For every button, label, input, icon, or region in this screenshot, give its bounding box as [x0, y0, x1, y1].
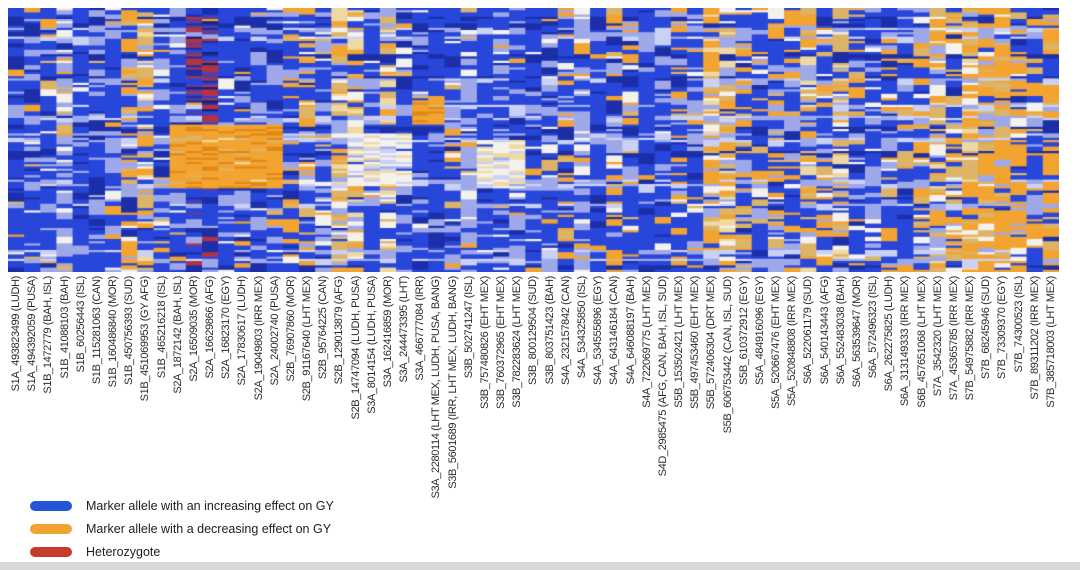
genotype-heatmap	[8, 8, 1059, 272]
marker-label: S3A_162416859 (MOR)	[381, 276, 394, 388]
marker-label: S4A_534555896 (EGY)	[592, 276, 605, 385]
marker-label: S1A_493823499 (LUDH)	[10, 276, 23, 392]
marker-label: S6A_313149333 (IRR MEX)	[899, 276, 912, 407]
marker-label: S7A_45365785 (IRR MEX)	[947, 276, 960, 401]
marker-label: S7B_385718003 (LHT MEX)	[1044, 276, 1057, 408]
marker-label: S5B_572406304 (DRT MEX)	[705, 276, 718, 410]
marker-label: S6A_563539647 (MOR)	[850, 276, 863, 388]
marker-label: S4A_534325850 (ISL)	[576, 276, 588, 379]
legend-swatch-increasing	[30, 501, 72, 511]
marker-label: S7B_89311202 (IRR MEX)	[1028, 276, 1041, 400]
marker-label: S3B_502741247 (ISL)	[462, 276, 475, 379]
legend-item-heterozygote: Heterozygote	[30, 545, 334, 559]
marker-label: S5A_520848808 (IRR MEX)	[786, 276, 799, 407]
marker-label: S7B_74300523 (ISL)	[1012, 276, 1025, 373]
marker-label: S3A_466777084 (IRR)	[414, 276, 427, 381]
marker-label: S4A_232157842 (CAN)	[559, 276, 572, 385]
marker-label: S6A_522061179 (SUD)	[802, 276, 815, 385]
marker-label: S4D_2985475 (AFG, CAN, BAH, ISL, SUD)	[656, 276, 669, 477]
legend-label-heterozygote: Heterozygote	[86, 545, 161, 559]
marker-label: S3B_5601689 (IRR, LHT MEX, LUDH, BANG)	[446, 276, 459, 489]
marker-label: S6A_540143443 (AFG)	[818, 276, 831, 385]
marker-label: S7A_3542320 (LHT MEX)	[931, 276, 944, 397]
marker-label: S5B_153502421 (LHT MEX)	[673, 276, 686, 408]
legend-label-decreasing: Marker allele with a decreasing effect o…	[86, 522, 332, 536]
marker-label: S3B_757480826 (EHT MEX)	[478, 276, 491, 409]
marker-label: S6A_552483038 (BAH)	[834, 276, 847, 385]
marker-label: S7B_73309370 (EGY)	[996, 276, 1009, 380]
marker-label: S6A_262275825 (LUDH)	[883, 276, 896, 392]
marker-label: S4A_646088197 (BAH)	[624, 276, 637, 385]
marker-label: S5A_520667476 (EHT MEX)	[770, 276, 783, 409]
marker-label: S4A_643146184 (CAN)	[608, 276, 621, 385]
marker-label: S5A_484916096 (EGY)	[753, 276, 766, 385]
marker-label: S6A_572496323 (ISL)	[867, 276, 880, 379]
bottom-bar	[0, 562, 1080, 570]
marker-label: S7B_54975882 (IRR MEX)	[964, 276, 977, 401]
marker-label: S3B_782283624 (LHT MEX)	[511, 276, 524, 408]
marker-label: S6B_457651068 (LHT MEX)	[915, 276, 928, 408]
marker-label: S3A_8014154 (LUDH, PUSA)	[365, 276, 378, 414]
marker-label: S3B_800129504 (SUD)	[527, 276, 540, 385]
marker-label: S5B_610372912 (EGY)	[737, 276, 750, 385]
marker-label: S3B_760372965 (EHT MEX)	[495, 276, 508, 409]
marker-label: S7B_68245946 (SUD)	[980, 276, 993, 380]
marker-label: S3A_244473395 (LHT)	[398, 276, 411, 383]
legend-item-decreasing-effect: Marker allele with a decreasing effect o…	[30, 522, 334, 536]
marker-label: S5B_606753442 (CAN, ISL, SUD)	[721, 276, 734, 434]
marker-label: S4A_722069775 (LHT MEX)	[640, 276, 653, 408]
legend-item-increasing-effect: Marker allele with an increasing effect …	[30, 499, 334, 513]
marker-label: S3B_803751423 (BAH)	[543, 276, 556, 385]
legend-label-increasing: Marker allele with an increasing effect …	[86, 499, 334, 513]
marker-label: S3A_2280114 (LHT MEX, LUDH, PUSA, BANG)	[430, 276, 443, 499]
marker-label: S2B_14747094 (LUDH, PUSA)	[349, 276, 362, 420]
legend-swatch-decreasing	[30, 524, 72, 534]
marker-label: S5B_497453460 (EHT MEX)	[689, 276, 702, 409]
legend-swatch-heterozygote	[30, 547, 72, 557]
legend: Marker allele with an increasing effect …	[30, 499, 334, 570]
